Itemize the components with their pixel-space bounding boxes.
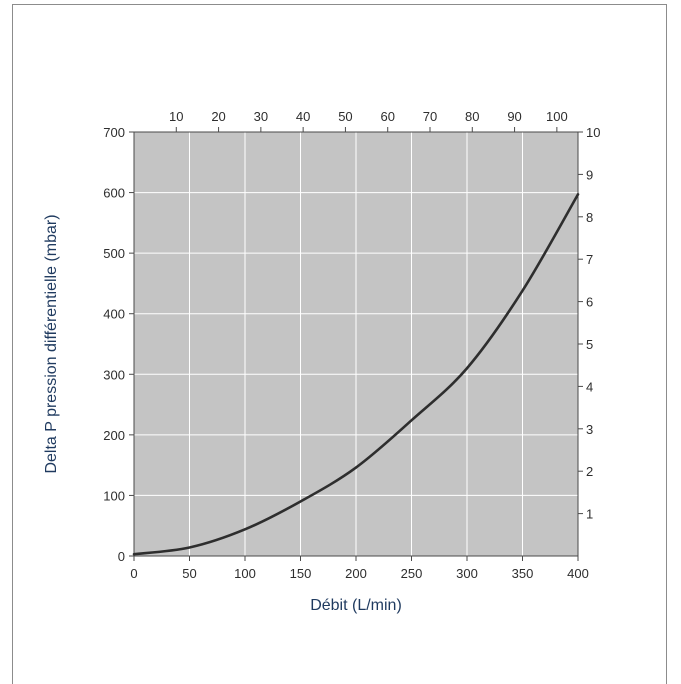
x-tick-label: 50 <box>182 566 196 581</box>
right-tick-label: 4 <box>586 379 593 394</box>
right-tick-label: 7 <box>586 252 593 267</box>
x-tick-label: 300 <box>456 566 478 581</box>
y-axis-title: Delta P pression différentielle (mbar) <box>43 214 60 473</box>
tick-labels: 0 50 100 150 200 250 300 350 4000100200300400500… <box>103 109 600 581</box>
top-tick-label: 100 <box>546 109 568 124</box>
right-tick-label: 6 <box>586 295 593 310</box>
top-tick-label: 70 <box>423 109 437 124</box>
x-tick-label: 350 <box>512 566 534 581</box>
right-tick-label: 10 <box>586 125 600 140</box>
y-tick-label: 500 <box>103 246 125 261</box>
right-tick-label: 3 <box>586 422 593 437</box>
axes <box>129 127 583 561</box>
y-tick-label: 400 <box>103 307 125 322</box>
top-tick-label: 20 <box>211 109 225 124</box>
right-tick-label: 1 <box>586 507 593 522</box>
top-tick-label: 40 <box>296 109 310 124</box>
top-tick-label: 60 <box>380 109 394 124</box>
x-axis-title: Débit (L/min) <box>310 597 402 614</box>
x-tick-label: 200 <box>345 566 367 581</box>
right-tick-label: 8 <box>586 210 593 225</box>
top-tick-label: 80 <box>465 109 479 124</box>
series-line <box>132 193 580 556</box>
x-tick-label: 0 <box>130 566 137 581</box>
y-tick-label: 600 <box>103 186 125 201</box>
top-tick-label: 90 <box>507 109 521 124</box>
y-tick-label: 300 <box>103 367 125 382</box>
y-tick-label: 0 <box>118 549 125 564</box>
y-tick-label: 700 <box>103 125 125 140</box>
top-tick-label: 30 <box>254 109 268 124</box>
right-tick-label: 2 <box>586 464 593 479</box>
top-tick-label: 50 <box>338 109 352 124</box>
grid-lines <box>134 132 578 556</box>
x-tick-label: 150 <box>290 566 312 581</box>
top-tick-label: 10 <box>169 109 183 124</box>
x-tick-label: 400 <box>567 566 589 581</box>
x-tick-label: 250 <box>401 566 423 581</box>
right-tick-label: 5 <box>586 337 593 352</box>
x-tick-label: 100 <box>234 566 256 581</box>
chart-frame <box>12 4 667 684</box>
y-tick-label: 100 <box>103 488 125 503</box>
y-tick-label: 200 <box>103 428 125 443</box>
right-tick-label: 9 <box>586 167 593 182</box>
